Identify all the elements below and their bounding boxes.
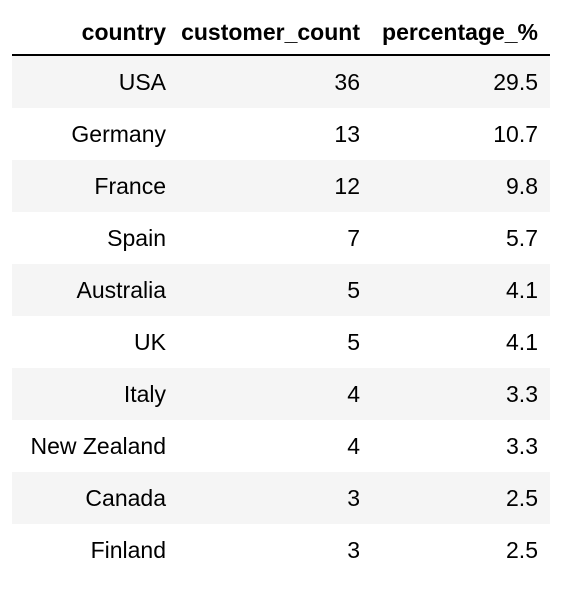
- table-body: USA 36 29.5 Germany 13 10.7 France 12 9.…: [12, 55, 550, 576]
- cell-country: Finland: [90, 536, 166, 563]
- table-row: Australia 5 4.1: [12, 264, 550, 316]
- table-row: Italy 4 3.3: [12, 368, 550, 420]
- cell-percentage: 4.1: [506, 276, 538, 303]
- cell-country: USA: [118, 68, 166, 95]
- table-header: country customer_count percentage_%: [12, 10, 550, 56]
- table-row: Canada 3 2.5: [12, 472, 550, 524]
- cell-percentage: 29.5: [493, 68, 538, 95]
- customer-country-table: country customer_count percentage_% USA …: [12, 10, 550, 576]
- cell-country: New Zealand: [30, 432, 166, 459]
- header-row: country customer_count percentage_%: [12, 10, 550, 56]
- table-row: Finland 3 2.5: [12, 524, 550, 576]
- table-row: New Zealand 4 3.3: [12, 420, 550, 472]
- cell-country: UK: [134, 328, 166, 355]
- cell-percentage: 4.1: [506, 328, 538, 355]
- table-row: UK 5 4.1: [12, 316, 550, 368]
- cell-customer-count: 4: [347, 380, 360, 407]
- cell-customer-count: 12: [334, 172, 360, 199]
- column-header-customer-count: customer_count: [178, 10, 372, 56]
- cell-country: France: [94, 172, 166, 199]
- table-row: Spain 7 5.7: [12, 212, 550, 264]
- cell-country: Italy: [123, 380, 166, 407]
- cell-country: Canada: [85, 484, 166, 511]
- cell-percentage: 2.5: [506, 536, 538, 563]
- cell-customer-count: 13: [334, 120, 360, 147]
- cell-customer-count: 4: [347, 432, 360, 459]
- cell-customer-count: 7: [347, 224, 360, 251]
- cell-customer-count: 5: [347, 276, 360, 303]
- cell-percentage: 2.5: [506, 484, 538, 511]
- cell-customer-count: 5: [347, 328, 360, 355]
- cell-customer-count: 3: [347, 536, 360, 563]
- cell-customer-count: 36: [334, 68, 360, 95]
- table-row: Germany 13 10.7: [12, 108, 550, 160]
- cell-percentage: 5.7: [506, 224, 538, 251]
- cell-country: Germany: [71, 120, 166, 147]
- cell-percentage: 3.3: [506, 432, 538, 459]
- cell-country: Australia: [76, 276, 166, 303]
- cell-percentage: 10.7: [493, 120, 538, 147]
- cell-percentage: 3.3: [506, 380, 538, 407]
- column-header-percentage: percentage_%: [372, 10, 550, 56]
- column-header-country: country: [12, 10, 178, 56]
- cell-customer-count: 3: [347, 484, 360, 511]
- table-row: USA 36 29.5: [12, 55, 550, 108]
- cell-country: Spain: [107, 224, 166, 251]
- dataframe-output: country customer_count percentage_% USA …: [12, 10, 550, 576]
- table-row: France 12 9.8: [12, 160, 550, 212]
- cell-percentage: 9.8: [506, 172, 538, 199]
